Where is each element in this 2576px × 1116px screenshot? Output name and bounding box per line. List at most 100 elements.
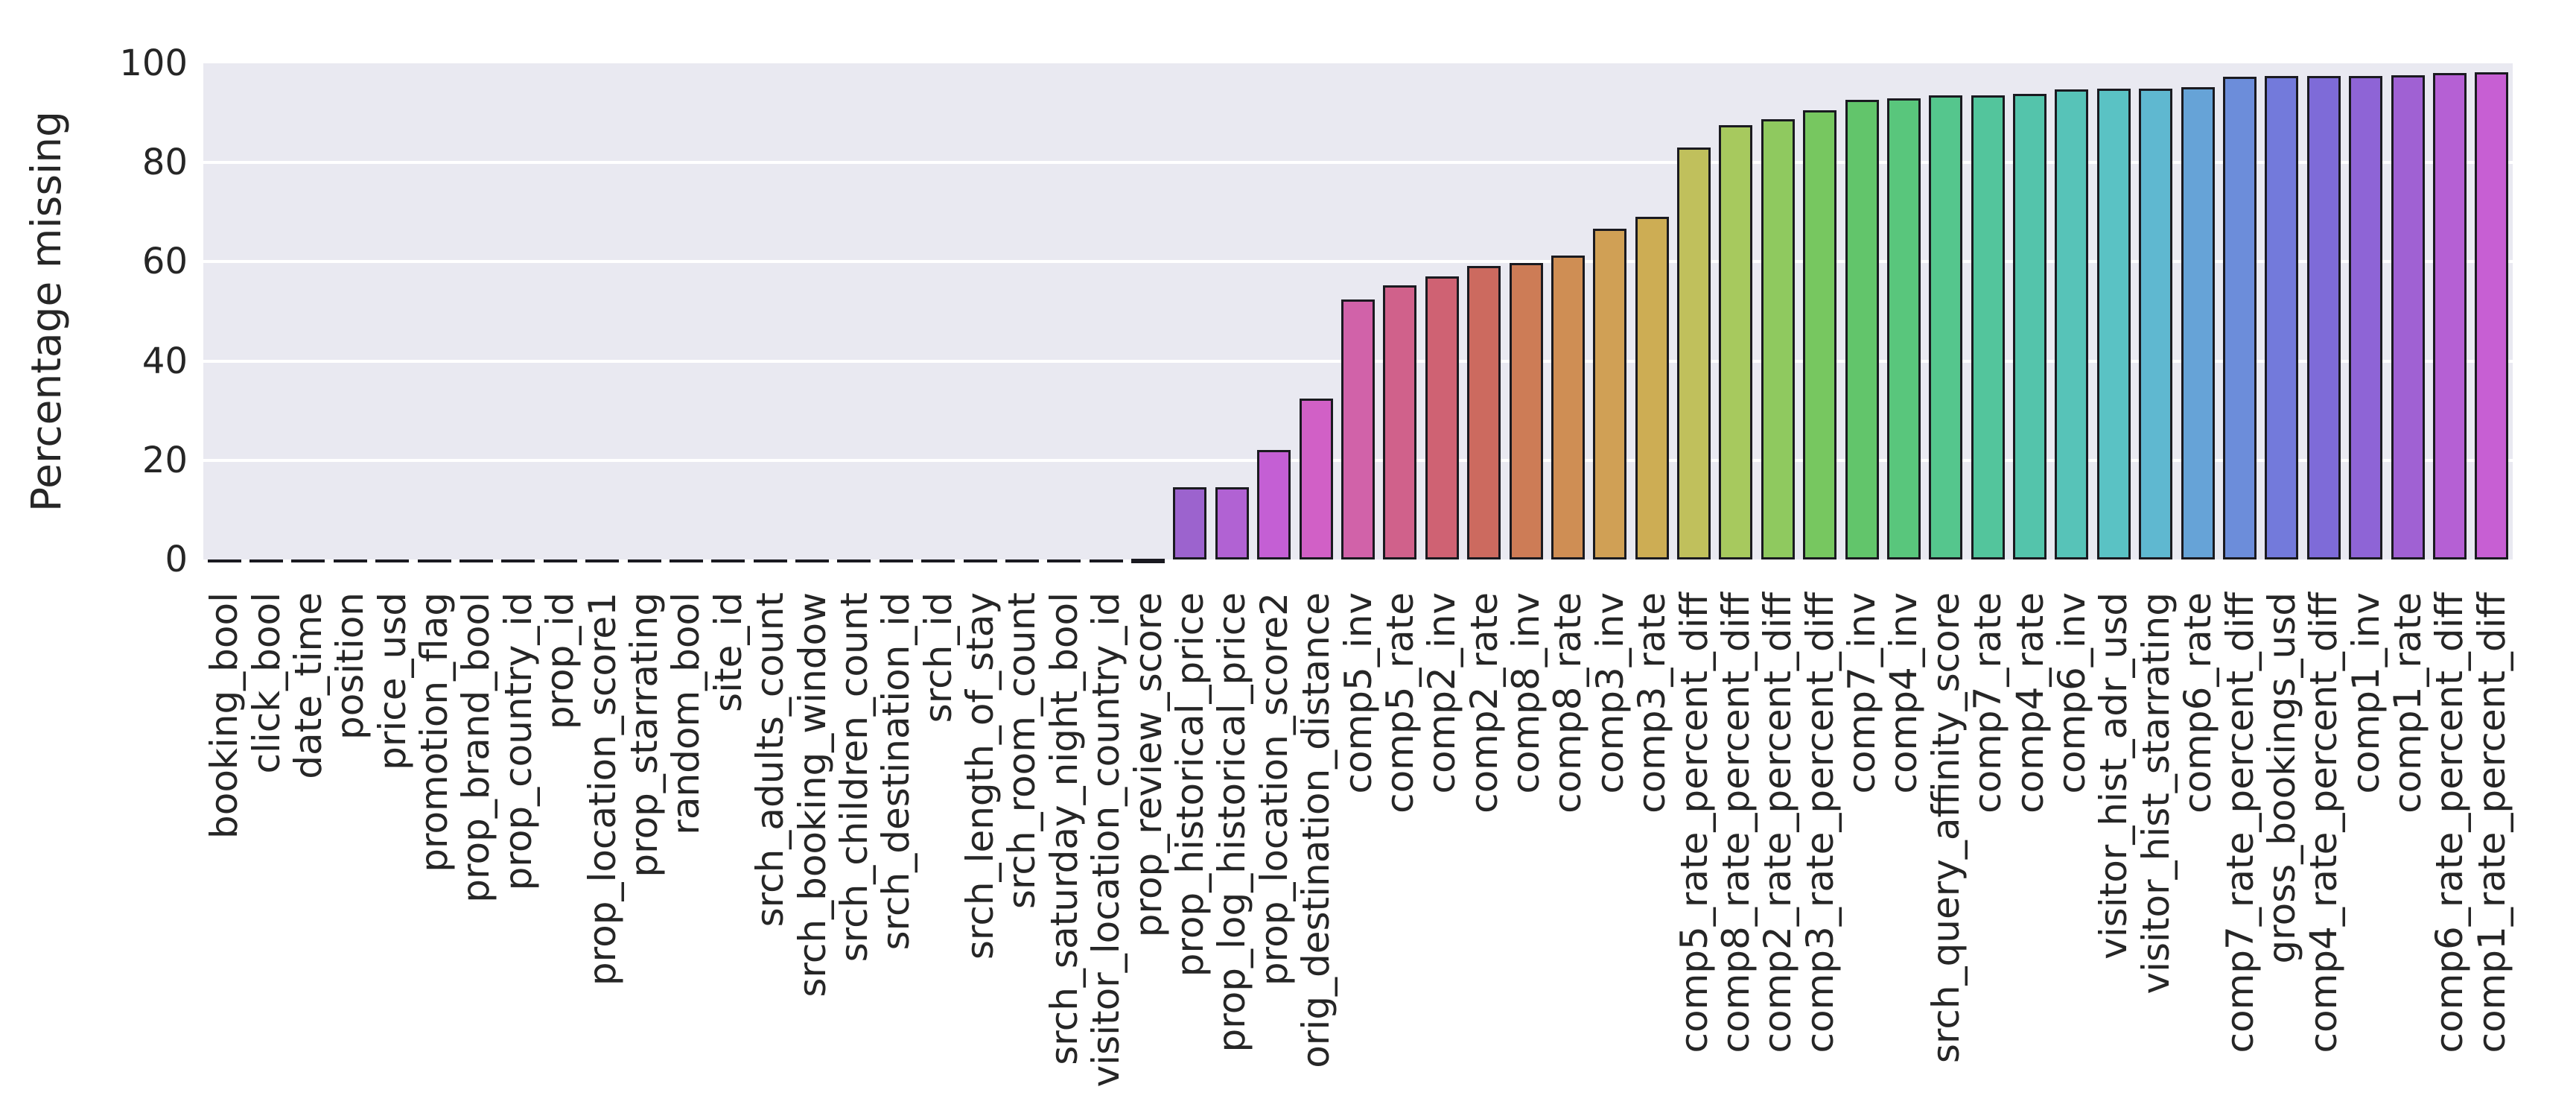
x-tick-label: prop_location_score2 (1253, 592, 1296, 986)
bar (418, 559, 451, 562)
gridline (203, 260, 2513, 264)
x-tick-label: srch_adults_count (748, 592, 792, 928)
bar (1047, 559, 1081, 562)
x-tick-label: price_usd (371, 592, 414, 770)
x-tick-label: visitor_hist_starrating (2134, 592, 2178, 995)
bar (1341, 299, 1375, 559)
x-tick-label: comp3_rate_percent_diff (1799, 592, 1842, 1053)
bar (1383, 285, 1416, 559)
x-tick-label: visitor_hist_adr_usd (2092, 592, 2135, 960)
bar (375, 559, 409, 562)
x-tick-label: orig_destination_distance (1294, 592, 1338, 1068)
bar (880, 559, 913, 562)
x-tick-label: comp5_rate (1378, 592, 1422, 814)
bar (459, 559, 493, 562)
x-tick-label: comp2_inv (1420, 592, 1463, 794)
x-tick-label: comp5_inv (1337, 592, 1380, 794)
bar (628, 559, 661, 562)
x-tick-label: comp5_rate_percent_diff (1673, 592, 1716, 1053)
bar (1971, 95, 2005, 559)
bar (2265, 76, 2298, 559)
bar (1510, 263, 1543, 559)
x-tick-label: prop_historical_price (1168, 592, 1212, 977)
bar (1845, 100, 1879, 559)
bar (291, 559, 325, 562)
x-tick-label: prop_country_id (497, 592, 540, 891)
bar (2391, 75, 2425, 559)
bar (1761, 119, 1795, 559)
x-tick-label: srch_saturday_night_bool (1043, 592, 1086, 1065)
bar (334, 559, 367, 562)
bar (1551, 256, 1585, 559)
x-tick-label: position (328, 592, 372, 741)
bar (1803, 110, 1836, 559)
bar (2013, 94, 2047, 559)
x-tick-label: prop_review_score (1127, 592, 1170, 938)
bar (670, 559, 703, 562)
bar (544, 559, 577, 562)
x-tick-label: prop_id (538, 592, 582, 730)
bar (1677, 148, 1711, 559)
bar (2139, 89, 2172, 559)
x-tick-label: srch_room_count (1000, 592, 1043, 910)
bar (2055, 89, 2088, 559)
bar (2223, 77, 2257, 559)
x-tick-label: comp4_rate_percent_diff (2302, 592, 2345, 1053)
x-tick-label: comp1_inv (2344, 592, 2388, 794)
x-tick-label: comp2_rate_percent_diff (1756, 592, 1799, 1053)
x-tick-label: srch_length_of_stay (958, 592, 1002, 960)
bar (1173, 487, 1206, 559)
bar (585, 559, 619, 562)
bar (964, 559, 997, 562)
gridline (203, 161, 2513, 165)
x-tick-label: comp7_rate (1966, 592, 2009, 814)
bar (1887, 98, 1921, 559)
x-tick-label: prop_starrating (623, 592, 666, 878)
bar (2349, 76, 2382, 559)
x-tick-label: booking_bool (203, 592, 246, 840)
bar (2307, 76, 2341, 559)
bar (1090, 559, 1123, 562)
bar (1425, 276, 1459, 559)
x-tick-label: srch_children_count (833, 592, 876, 963)
bar (1005, 559, 1039, 562)
bar (837, 559, 871, 562)
bar (711, 559, 745, 562)
x-tick-label: date_time (287, 592, 330, 779)
x-tick-label: comp2_rate (1463, 592, 1506, 814)
bar (208, 559, 241, 562)
x-tick-label: comp6_inv (2050, 592, 2093, 794)
x-tick-label: prop_log_historical_price (1210, 592, 1253, 1053)
x-tick-label: random_bool (664, 592, 707, 835)
x-tick-label: comp4_inv (1882, 592, 1925, 794)
bar (1929, 95, 1962, 559)
x-tick-label: srch_booking_window (791, 592, 834, 998)
x-tick-label: comp3_rate (1630, 592, 1673, 814)
x-tick-label: srch_id (917, 592, 960, 723)
x-tick-label: comp4_rate (2009, 592, 2052, 814)
x-tick-label: comp8_rate_percent_diff (1714, 592, 1758, 1053)
bar (1593, 229, 1626, 559)
bar (921, 559, 955, 562)
y-tick-label: 80 (141, 142, 188, 184)
x-tick-label: site_id (707, 592, 750, 712)
bar (795, 559, 829, 562)
bar (1467, 266, 1501, 559)
x-tick-label: srch_query_affinity_score (1924, 592, 1968, 1064)
x-tick-label: click_bool (245, 592, 288, 774)
bar (1131, 559, 1165, 563)
y-tick-label: 20 (141, 439, 188, 481)
x-tick-label: comp6_rate_percent_diff (2428, 592, 2471, 1053)
x-tick-label: comp7_inv (1840, 592, 1883, 794)
x-tick-label: prop_brand_bool (454, 592, 497, 903)
bar (1635, 217, 1669, 559)
bar (2097, 89, 2131, 559)
x-tick-label: comp1_rate_percent_diff (2470, 592, 2513, 1053)
y-tick-label: 100 (119, 42, 188, 84)
bar (2181, 87, 2215, 559)
y-tick-label: 40 (141, 340, 188, 382)
bar (501, 559, 535, 562)
bar (2475, 72, 2508, 559)
bar (249, 559, 283, 562)
